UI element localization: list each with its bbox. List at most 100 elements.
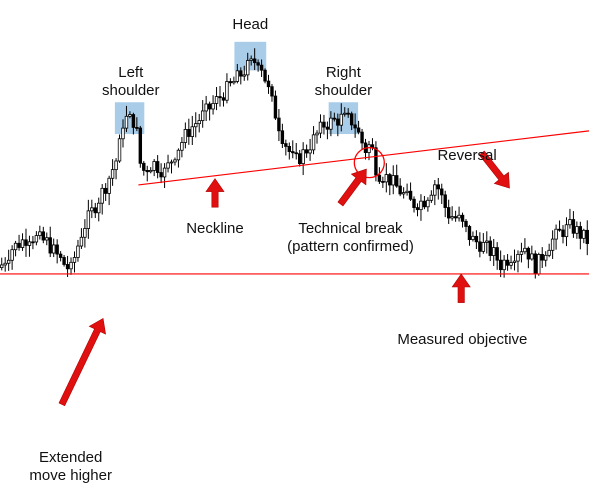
candle-body-152 [526, 247, 531, 260]
candle-body-9 [31, 241, 35, 244]
candle-body-151 [523, 247, 527, 253]
candle-body-12 [41, 231, 46, 241]
reversal-line-0: Reversal [437, 146, 497, 164]
candle-body-61 [211, 103, 215, 110]
candle-body-125 [433, 184, 437, 196]
candle-body-30 [103, 187, 108, 194]
candle-body-112 [388, 174, 392, 186]
candle-body-1 [3, 262, 7, 266]
candle-body-88 [304, 149, 309, 154]
candle-body-133 [460, 214, 465, 222]
candle-body-36 [124, 115, 129, 129]
candle-body-169 [585, 229, 589, 244]
candle-body-40 [138, 127, 143, 164]
candle-body-27 [93, 207, 97, 214]
candle-body-25 [86, 210, 91, 229]
candle-body-100 [346, 112, 350, 115]
candle-body-43 [149, 170, 153, 173]
candle-body-99 [343, 112, 347, 115]
candle-body-59 [204, 103, 208, 112]
candle-body-87 [301, 149, 305, 165]
candle-body-54 [187, 129, 191, 137]
candle-body-132 [457, 214, 461, 219]
candle-body-37 [128, 114, 132, 117]
candle-body-127 [440, 188, 444, 196]
candle-body-45 [155, 161, 160, 173]
objective-arrow [451, 273, 471, 303]
candle-body-154 [533, 253, 537, 275]
measured-objective-label-line-0: Measured objective [397, 331, 528, 349]
candle-body-156 [540, 254, 544, 261]
candle-body-102 [353, 124, 357, 129]
candle-body-11 [38, 231, 42, 236]
candle-body-64 [221, 97, 226, 101]
candle-body-53 [183, 129, 188, 143]
left-shoulder-label: Left shoulder [102, 64, 160, 100]
candle-body-114 [395, 175, 399, 187]
candle-body-94 [325, 126, 330, 130]
candle-body-93 [322, 121, 326, 128]
candle-body-6 [20, 239, 25, 248]
candle-body-146 [505, 259, 510, 266]
candle-body-153 [530, 253, 534, 260]
candle-body-26 [90, 207, 94, 212]
candle-body-89 [308, 149, 312, 154]
candle-body-52 [180, 142, 184, 151]
technical-break-line-0: Technical break [298, 219, 403, 237]
candle-body-72 [249, 58, 253, 61]
candle-body-81 [280, 130, 285, 144]
candlesticks [0, 48, 589, 279]
candle-body-115 [398, 185, 402, 195]
break-marker [353, 147, 385, 179]
candle-body-78 [270, 86, 274, 97]
extended-move-line-1: move higher [29, 466, 112, 484]
candle-body-74 [256, 62, 260, 66]
left-shoulder-line-1: shoulder [101, 82, 160, 100]
candle-body-46 [159, 172, 163, 178]
neckline-label-line-0: Neckline [186, 219, 244, 237]
head-line-0: Head [232, 16, 269, 34]
break-marker-group [353, 147, 385, 179]
candle-body-140 [485, 240, 489, 243]
candle-body-80 [277, 117, 281, 132]
candle-body-166 [575, 226, 579, 234]
neckline-arrow [205, 178, 225, 208]
candle-body-130 [450, 216, 454, 219]
candle-body-49 [169, 161, 174, 164]
candle-body-31 [107, 177, 111, 194]
extended-move-arrow [58, 318, 106, 407]
candle-body-157 [543, 254, 548, 261]
candle-body-167 [578, 226, 583, 239]
candle-body-55 [190, 126, 194, 137]
candle-body-97 [336, 118, 340, 126]
candle-body-34 [117, 138, 122, 162]
candle-body-24 [83, 228, 87, 238]
extended-move-line-0: Extended [38, 448, 103, 466]
candle-body-23 [79, 236, 84, 247]
candle-body-111 [384, 174, 389, 183]
candle-body-44 [152, 161, 156, 171]
candle-body-42 [145, 170, 149, 173]
level-lines [0, 130, 589, 275]
candle-body-143 [495, 247, 499, 261]
candle-body-68 [235, 70, 240, 82]
candle-body-76 [263, 69, 267, 82]
candle-body-70 [242, 74, 246, 77]
candle-body-57 [197, 120, 201, 125]
candle-body-7 [24, 239, 28, 246]
candle-body-92 [318, 121, 323, 134]
neckline-label-label: Neckline [186, 220, 244, 238]
technical-break-label: Technical break (pattern confirmed) [287, 220, 414, 256]
candle-body-51 [176, 149, 181, 161]
candle-body-123 [426, 199, 430, 208]
candle-body-21 [72, 257, 77, 263]
candle-body-149 [516, 253, 520, 262]
candle-body-108 [374, 147, 378, 176]
candle-body-65 [225, 81, 229, 101]
candle-body-56 [194, 123, 198, 128]
candle-body-84 [291, 151, 295, 154]
candle-body-20 [69, 261, 73, 270]
candle-body-16 [55, 244, 59, 255]
extended-move-label: Extended move higher [29, 449, 112, 485]
